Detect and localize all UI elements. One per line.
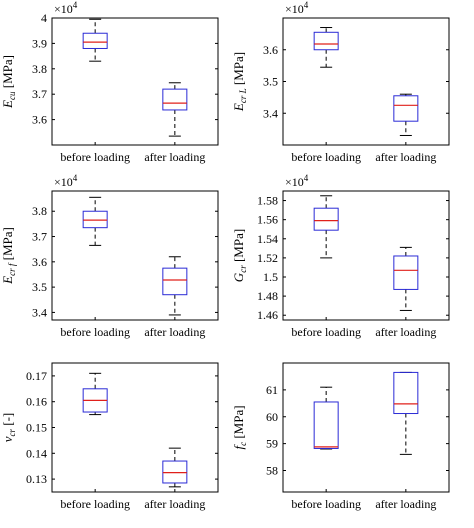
iqr-box — [82, 32, 108, 49]
boxplot-panel-5: 0.17 0.16 0.15 0.14 0.13 νcr [-] before loadin… — [0, 362, 219, 511]
y-tick-label: 1.52 — [257, 251, 278, 265]
x-tick-label: after loading — [375, 325, 436, 339]
y-tick-label: 0.13 — [26, 472, 47, 486]
box-after — [393, 246, 419, 311]
box-after — [393, 93, 419, 136]
iqr-box — [393, 95, 419, 122]
axes-frame — [51, 190, 219, 321]
x-tick-label: before loading — [291, 150, 361, 164]
y-axis-label: νcr [-] — [0, 413, 17, 443]
y-tick-label: 1.46 — [257, 308, 278, 322]
box-before — [313, 386, 339, 450]
iqr-box — [393, 371, 419, 415]
y-tick-label: 3.4 — [32, 305, 47, 319]
iqr-box — [162, 460, 188, 484]
x-tick-label: before loading — [291, 497, 361, 511]
box-after — [162, 447, 188, 488]
y-tick-label: 59 — [266, 437, 278, 451]
box-before — [82, 18, 108, 62]
y-tick-label: 1.5 — [263, 270, 278, 284]
iqr-box — [162, 267, 188, 296]
iqr-box — [82, 210, 108, 229]
box-before — [82, 372, 108, 416]
x-tick-label: after loading — [375, 150, 436, 164]
boxplot-panel-1: 4 3.9 3.8 3.7 3.6 ×104 Ecu [MPa] before loading… — [0, 0, 219, 164]
y-axis-label: Ecr L [MPa] — [231, 52, 248, 112]
box-after — [393, 371, 419, 455]
y-tick-label: 4 — [41, 11, 47, 25]
x-tick-label: before loading — [60, 150, 130, 164]
box-before — [82, 196, 108, 246]
y-tick-label: 1.58 — [257, 194, 278, 208]
box-before — [313, 195, 339, 259]
y-tick-label: 0.14 — [26, 446, 47, 460]
y-axis-label: Ecr f [MPa] — [0, 227, 17, 285]
y-axis-label: Ecu [MPa] — [0, 55, 17, 109]
axes-frame — [282, 190, 450, 321]
x-tick-label: before loading — [291, 325, 361, 339]
box-after — [162, 82, 188, 137]
y-tick-label: 3.6 — [32, 113, 47, 127]
y-tick-label: 3.8 — [32, 204, 47, 218]
axes-frame — [282, 17, 450, 146]
axis-exponent-label: ×104 — [285, 173, 309, 189]
y-tick-label: 3.6 — [32, 255, 47, 269]
boxplot-panel-2: 3.6 3.5 3.4 ×104 Ecr L [MPa] before loading af… — [231, 0, 450, 164]
y-tick-label: 3.5 — [32, 280, 47, 294]
y-tick-label: 60 — [266, 410, 278, 424]
y-tick-label: 1.48 — [257, 289, 278, 303]
iqr-box — [162, 88, 188, 111]
iqr-box — [313, 207, 339, 231]
y-tick-label: 1.56 — [257, 213, 278, 227]
x-tick-label: after loading — [144, 325, 205, 339]
box-before — [313, 27, 339, 68]
axes-frame — [282, 362, 450, 493]
y-tick-label: 0.15 — [26, 421, 47, 435]
boxplot-panel-3: 3.8 3.7 3.6 3.5 3.4 ×104 Ecr f [MPa] before loa… — [0, 173, 219, 339]
y-tick-label: 61 — [266, 383, 278, 397]
y-tick-label: 0.16 — [26, 395, 47, 409]
y-tick-label: 3.8 — [32, 62, 47, 76]
y-tick-label: 3.4 — [263, 106, 278, 120]
y-tick-label: 0.17 — [26, 369, 47, 383]
x-tick-label: before loading — [60, 325, 130, 339]
y-tick-label: 3.7 — [32, 87, 47, 101]
boxplot-panel-6: 61 60 59 58 fc [MPa] before loading after load… — [231, 362, 450, 511]
y-axis-label: Gcr [MPa] — [231, 229, 248, 282]
y-axis-label: fc [MPa] — [231, 405, 248, 449]
x-tick-label: after loading — [144, 150, 205, 164]
iqr-box — [313, 401, 339, 449]
axis-exponent-label: ×104 — [54, 0, 78, 16]
box-after — [162, 256, 188, 316]
x-tick-label: after loading — [144, 497, 205, 511]
axes-frame — [51, 17, 219, 146]
y-tick-label: 3.6 — [263, 43, 278, 57]
y-tick-label: 3.9 — [32, 36, 47, 50]
x-tick-label: before loading — [60, 497, 130, 511]
axes-frame — [51, 362, 219, 493]
y-tick-label: 3.5 — [263, 75, 278, 89]
y-tick-label: 58 — [266, 464, 278, 478]
y-tick-label: 3.7 — [32, 230, 47, 244]
iqr-box — [313, 31, 339, 51]
axis-exponent-label: ×104 — [285, 0, 309, 16]
axis-exponent-label: ×104 — [54, 173, 78, 189]
boxplot-panel-4: 1.58 1.56 1.54 1.52 1.5 1.48 1.46 ×104 Gcr [MPa]… — [231, 173, 450, 339]
x-tick-label: after loading — [375, 497, 436, 511]
iqr-box — [393, 255, 419, 290]
y-tick-label: 1.54 — [257, 232, 278, 246]
